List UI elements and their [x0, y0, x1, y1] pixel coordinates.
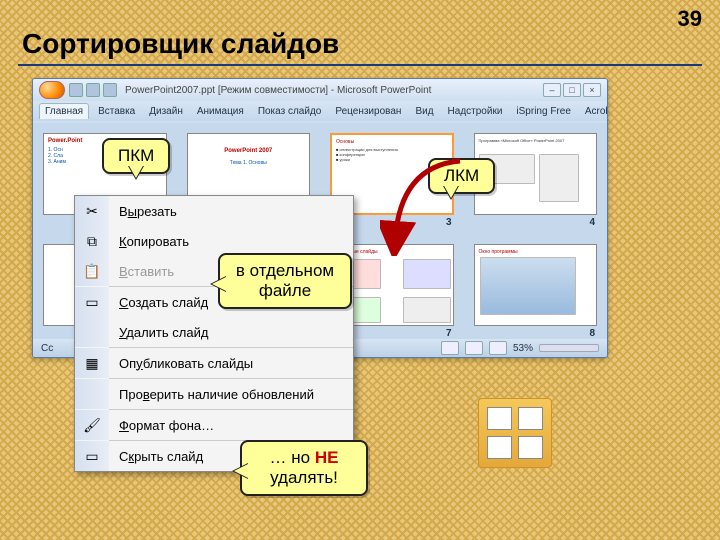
callout-no-delete: … но НЕ удалять! [240, 440, 368, 496]
menu-item-label: Вырезать [109, 204, 353, 219]
ribbon-tab[interactable]: Показ слайдо [253, 104, 327, 119]
menu-item-label: Опубликовать слайды [109, 356, 353, 371]
ribbon-tab[interactable]: Рецензирован [330, 104, 406, 119]
status-left: Cс [41, 343, 53, 354]
menu-item-label: Проверить наличие обновлений [109, 387, 353, 402]
slide-number: 8 [474, 328, 598, 339]
heading-underline [18, 64, 702, 66]
slide-thumbnail[interactable]: Окно программы [474, 244, 598, 326]
maximize-button[interactable]: □ [563, 83, 581, 97]
callout-lkm: ЛКМ [428, 158, 495, 194]
context-menu-item[interactable]: Удалить слайд [75, 317, 353, 347]
sorter-mini-slide [518, 436, 543, 459]
office-button[interactable] [39, 81, 65, 99]
ribbon-tab[interactable]: Главная [39, 103, 89, 119]
slide-cell: Окно программы 8 [474, 244, 598, 339]
zoom-level: 53% [513, 343, 533, 354]
zoom-slider[interactable] [539, 344, 599, 352]
titlebar: PowerPoint2007.ppt [Режим совместимости]… [33, 79, 607, 101]
callout-separate-file: в отдельном файле [218, 253, 352, 309]
callout-nodel-pre: … но [270, 448, 315, 467]
context-menu: ✂Вырезать⧉Копировать📋Вставить▭Создать сл… [74, 195, 354, 472]
ribbon-tab[interactable]: Вид [410, 104, 438, 119]
sorter-mini-slide [487, 436, 512, 459]
context-menu-item[interactable]: 🖌Формат фона… [75, 410, 353, 440]
context-menu-item[interactable]: ▦Опубликовать слайды [75, 348, 353, 378]
ribbon-tab[interactable]: iSpring Free [511, 104, 575, 119]
menu-item-icon: ✂ [75, 196, 109, 226]
menu-item-icon: 📋 [75, 256, 109, 286]
menu-item-label: Удалить слайд [109, 325, 353, 340]
callout-pkm: ПКМ [102, 138, 170, 174]
callout-nodel-l2: удалять! [270, 468, 338, 487]
page-number: 39 [678, 6, 702, 32]
menu-item-label: Копировать [109, 234, 353, 249]
menu-item-icon: ▦ [75, 348, 109, 378]
slideshow-view-button[interactable] [489, 341, 507, 355]
quick-access-toolbar [69, 83, 117, 97]
menu-item-icon: ▭ [75, 287, 109, 317]
ribbon-tab[interactable]: Анимация [192, 104, 249, 119]
slide-sorter-icon [478, 398, 552, 468]
sorter-mini-slide [518, 407, 543, 430]
menu-item-icon [75, 379, 109, 409]
ribbon-tab[interactable]: Надстройки [443, 104, 508, 119]
normal-view-button[interactable] [441, 341, 459, 355]
menu-item-icon: ⧉ [75, 226, 109, 256]
window-controls: – □ × [543, 83, 601, 97]
sorter-mini-slide [487, 407, 512, 430]
menu-item-icon: 🖌 [75, 410, 109, 440]
qat-redo-icon[interactable] [103, 83, 117, 97]
callout-file-l2: файле [259, 281, 311, 300]
menu-item-icon: ▭ [75, 441, 109, 471]
window-title: PowerPoint2007.ppt [Режим совместимости]… [125, 85, 543, 96]
context-menu-item[interactable]: Проверить наличие обновлений [75, 379, 353, 409]
qat-save-icon[interactable] [69, 83, 83, 97]
qat-undo-icon[interactable] [86, 83, 100, 97]
menu-item-icon [75, 317, 109, 347]
ribbon-tab[interactable]: Вставка [93, 104, 140, 119]
callout-nodel-em: НЕ [315, 448, 339, 467]
minimize-button[interactable]: – [543, 83, 561, 97]
ribbon-tabs: Главная Вставка Дизайн Анимация Показ слайдо… [33, 101, 607, 121]
callout-file-l1: в отдельном [236, 261, 334, 280]
close-button[interactable]: × [583, 83, 601, 97]
ribbon-tab[interactable]: Acrobat [580, 104, 608, 119]
ribbon-tab[interactable]: Дизайн [144, 104, 188, 119]
sorter-view-button[interactable] [465, 341, 483, 355]
slide-number: 4 [474, 217, 598, 228]
context-menu-item[interactable]: ⧉Копировать [75, 226, 353, 256]
context-menu-item[interactable]: ✂Вырезать [75, 196, 353, 226]
page-title: Сортировщик слайдов [22, 28, 339, 60]
menu-item-label: Формат фона… [109, 418, 353, 433]
